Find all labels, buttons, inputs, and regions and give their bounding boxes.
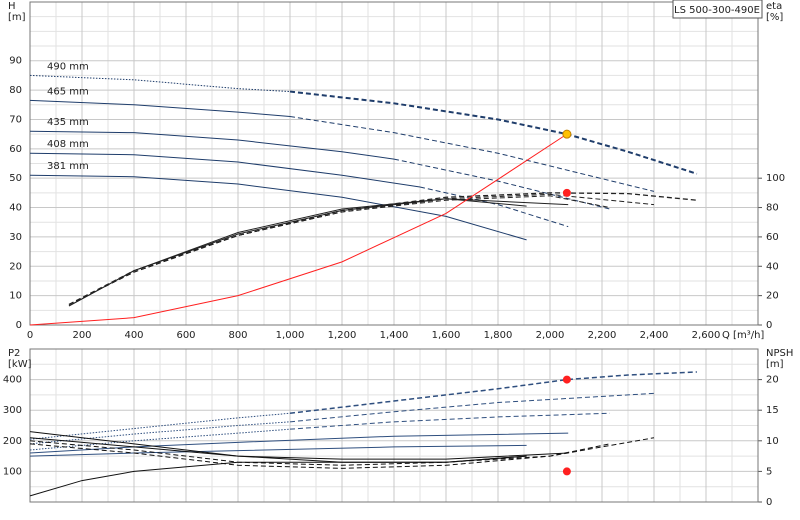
curve — [29, 432, 569, 454]
y2-axis-title: NPSH — [766, 348, 793, 359]
y2-tick-label: 0 — [766, 497, 772, 508]
x-axis-title: Q [m³/h] — [722, 330, 764, 341]
x-tick-label: 600 — [176, 330, 195, 341]
curve-label: 465 mm — [47, 86, 89, 97]
x-tick-label: 1,200 — [328, 330, 357, 341]
y-tick-label: 300 — [3, 405, 22, 416]
y2-tick-label: 40 — [766, 261, 779, 272]
y2-axis-unit: [%] — [766, 12, 783, 23]
y-tick-label: 70 — [9, 114, 22, 125]
curve — [29, 133, 568, 326]
y-tick-label: 200 — [3, 436, 22, 447]
y-axis-title: H — [8, 1, 16, 12]
curve — [29, 412, 291, 440]
duty-point — [562, 129, 572, 139]
y-tick-label: 400 — [3, 375, 22, 386]
y2-axis-unit: [m] — [766, 359, 784, 370]
x-tick-label: 2,000 — [536, 330, 565, 341]
y-axis-unit: [m] — [8, 12, 26, 23]
curve — [29, 455, 527, 497]
y-tick-label: 20 — [9, 261, 22, 272]
chart-title: LS 500-300-490E — [674, 5, 760, 16]
y2-tick-label: 20 — [766, 291, 779, 302]
curve — [29, 444, 527, 457]
curve — [289, 90, 698, 175]
curve-label: 490 mm — [47, 61, 89, 72]
x-tick-label: 200 — [72, 330, 91, 341]
x-tick-label: 1,800 — [484, 330, 513, 341]
curve — [29, 437, 569, 460]
curve — [419, 186, 569, 228]
curve — [289, 412, 610, 430]
curve-label: 435 mm — [47, 117, 89, 128]
y2-tick-label: 100 — [766, 173, 785, 184]
curve — [29, 437, 655, 469]
y2-tick-label: 5 — [766, 466, 772, 477]
x-tick-label: 2,200 — [588, 330, 617, 341]
y2-tick-label: 10 — [766, 436, 779, 447]
y-tick-label: 90 — [9, 56, 22, 67]
plot-frame — [29, 348, 759, 503]
curve-label: 408 mm — [47, 139, 89, 150]
y-tick-label: 30 — [9, 232, 22, 243]
y2-axis-title: eta — [766, 1, 782, 12]
curve — [29, 130, 395, 160]
duty-point — [562, 188, 571, 197]
plot-frame — [29, 1, 759, 326]
duty-point — [562, 467, 571, 476]
duty-point — [562, 375, 571, 384]
x-tick-label: 1,400 — [380, 330, 409, 341]
y2-tick-label: 20 — [766, 375, 779, 386]
y2-tick-label: 60 — [766, 232, 779, 243]
y-tick-label: 50 — [9, 173, 22, 184]
x-tick-label: 2,600 — [692, 330, 721, 341]
x-tick-label: 1,000 — [276, 330, 305, 341]
y-tick-label: 40 — [9, 203, 22, 214]
curve — [68, 192, 697, 306]
curve — [29, 99, 291, 118]
y-tick-label: 60 — [9, 144, 22, 155]
curve — [289, 371, 697, 415]
x-tick-label: 0 — [27, 330, 33, 341]
y-axis-unit: [kW] — [8, 359, 32, 370]
curve — [29, 174, 527, 241]
title-box — [672, 0, 763, 19]
y-axis-title: P2 — [8, 348, 20, 359]
x-tick-label: 1,600 — [432, 330, 461, 341]
y-tick-label: 0 — [16, 320, 22, 331]
x-tick-label: 2,400 — [640, 330, 669, 341]
y2-tick-label: 80 — [766, 203, 779, 214]
curve — [289, 116, 655, 192]
x-tick-label: 800 — [228, 330, 247, 341]
y-tick-label: 10 — [9, 291, 22, 302]
curve — [29, 74, 291, 93]
y-tick-label: 80 — [9, 85, 22, 96]
curve — [393, 158, 610, 210]
y2-tick-label: 15 — [766, 405, 779, 416]
y-tick-label: 100 — [3, 466, 22, 477]
x-tick-label: 400 — [124, 330, 143, 341]
curve — [68, 193, 655, 305]
y2-tick-label: 0 — [766, 320, 772, 331]
curve — [29, 152, 421, 188]
curve-label: 381 mm — [47, 161, 89, 172]
curve — [29, 421, 291, 445]
curve — [289, 392, 655, 423]
